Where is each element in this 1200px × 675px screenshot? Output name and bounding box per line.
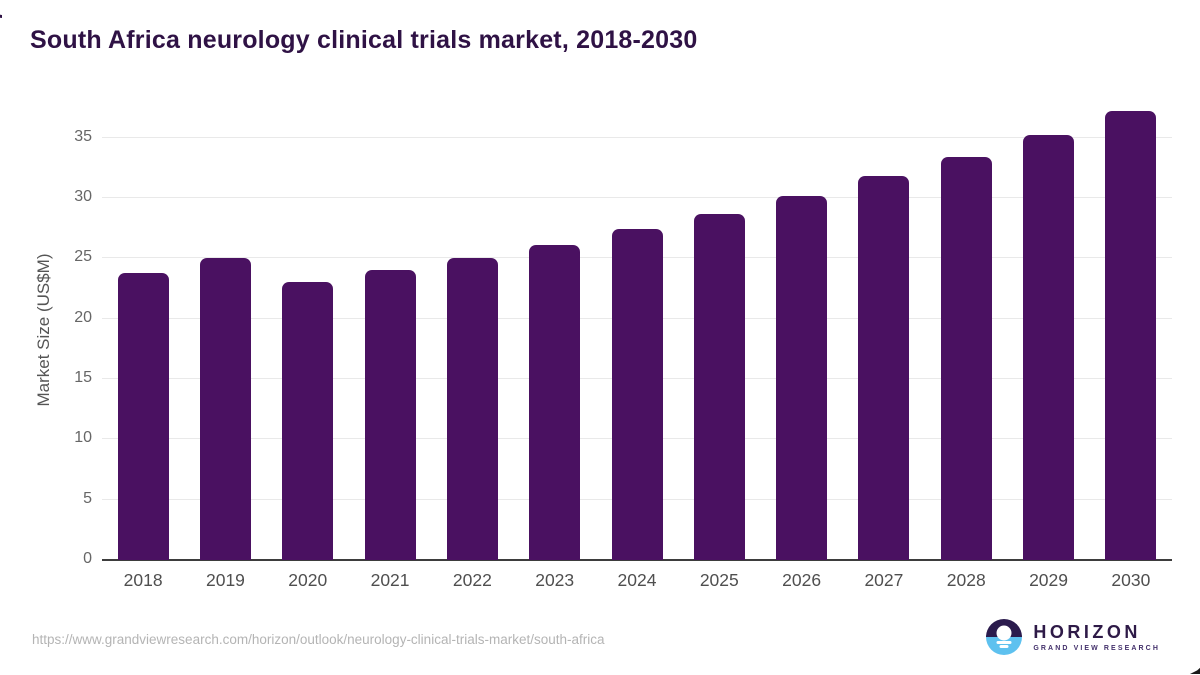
x-tick-label-2025: 2025 [699,570,739,590]
logo-brand-text: HORIZON [1033,622,1141,642]
y-tick-label-5: 5 [83,489,92,507]
x-tick-label-2026: 2026 [782,570,822,590]
bar-2028 [940,156,992,560]
bar-2021 [364,270,416,560]
chart-title: South Africa neurology clinical trials m… [30,26,698,54]
y-axis-ticks: 0 5 10 15 20 25 30 35 [0,90,92,567]
y-tick-label-0: 0 [83,550,92,567]
x-tick-label-2027: 2027 [864,570,904,590]
horizon-logo-icon [986,619,1023,655]
x-axis-line [102,559,1172,561]
y-tick-label-35: 35 [74,127,92,145]
bar-2020 [282,282,334,560]
bar-2027 [858,176,910,560]
x-axis-labels: 2018 2019 2020 2021 2022 2023 2024 2025 2026 2027… [102,570,1172,596]
x-tick-label-2024: 2024 [617,570,657,590]
x-tick-label-2030: 2030 [1111,570,1151,590]
bar-2025 [693,213,745,560]
logo-tagline-text: GRAND VIEW RESEARCH [1033,645,1160,652]
x-tick-label-2022: 2022 [452,570,492,590]
bar-2029 [1023,135,1075,560]
logo-wave-icon [999,645,1009,649]
y-tick-label-10: 10 [74,429,92,447]
logo-sun-icon [996,625,1012,641]
x-tick-label-2023: 2023 [535,570,575,590]
bar-2019 [199,258,251,560]
horizon-logo: HORIZON GRAND VIEW RESEARCH [986,619,1160,655]
y-tick-label-15: 15 [74,368,92,386]
gridline-35 [102,136,1172,138]
y-tick-label-25: 25 [74,248,92,266]
x-tick-label-2029: 2029 [1029,570,1068,590]
bar-2022 [446,258,498,560]
x-tick-label-2021: 2021 [370,570,410,590]
x-tick-label-2019: 2019 [205,570,245,590]
bar-2030 [1105,111,1157,560]
bar-2018 [117,272,169,560]
x-tick-label-2028: 2028 [946,570,986,590]
plot-area [102,90,1172,561]
x-tick-label-2018: 2018 [123,570,163,590]
x-tick-label-2020: 2020 [288,570,328,590]
bar-2023 [529,244,581,560]
y-tick-label-20: 20 [74,308,92,326]
bar-2026 [776,195,828,560]
logo-wave-icon [996,640,1012,644]
source-url: https://www.grandviewresearch.com/horizo… [32,632,605,647]
bar-2024 [611,229,663,560]
y-tick-label-30: 30 [74,187,92,205]
gridline-30 [102,196,1172,198]
frame-corner-top-left [0,8,2,18]
